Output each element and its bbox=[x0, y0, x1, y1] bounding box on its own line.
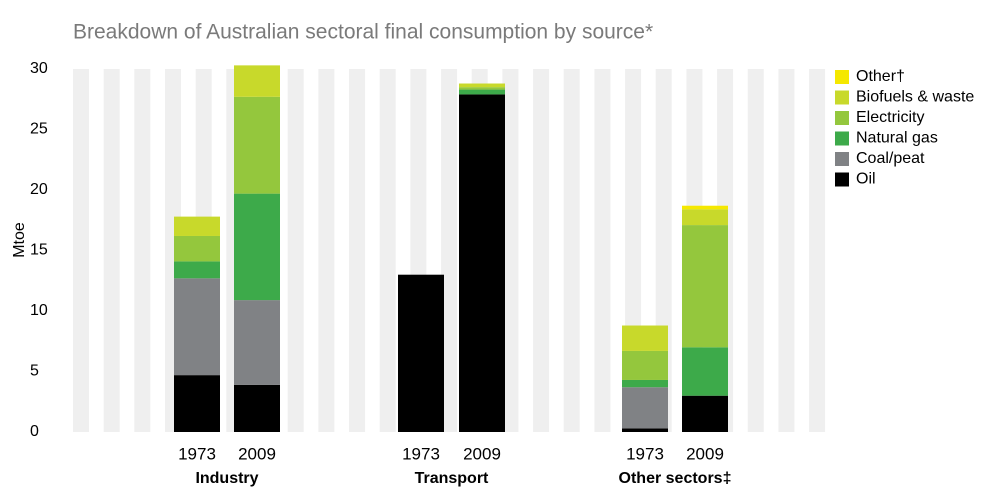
stripe bbox=[747, 69, 764, 432]
y-tick-label: 15 bbox=[30, 242, 48, 259]
bar-segment bbox=[459, 83, 505, 88]
x-tick-label: 1973 bbox=[626, 444, 664, 463]
stripe bbox=[73, 69, 89, 432]
legend-label: Electricity bbox=[856, 109, 924, 126]
legend-swatch bbox=[835, 172, 849, 187]
y-tick-label: 10 bbox=[30, 302, 48, 319]
stripe bbox=[778, 69, 795, 432]
group-label: Transport bbox=[415, 470, 489, 487]
y-tick-label: 30 bbox=[30, 60, 48, 77]
bar-segment bbox=[234, 65, 280, 97]
legend-swatch bbox=[835, 111, 849, 125]
legend-swatch bbox=[835, 131, 849, 146]
x-tick-label: 1973 bbox=[178, 444, 216, 463]
legend-label: Biofuels & waste bbox=[856, 89, 974, 106]
bar-segment bbox=[682, 205, 728, 210]
y-tick-label: 20 bbox=[30, 181, 48, 198]
legend-label: Other† bbox=[856, 68, 905, 85]
stripe bbox=[318, 69, 335, 432]
stripe bbox=[533, 69, 550, 432]
bar-segment bbox=[174, 261, 220, 279]
legend-label: Oil bbox=[856, 171, 876, 188]
x-tick-label: 2009 bbox=[463, 444, 501, 463]
stripe bbox=[594, 69, 611, 432]
bar-segment bbox=[622, 325, 668, 351]
bar-segment bbox=[459, 89, 505, 95]
legend-swatch bbox=[835, 70, 849, 84]
y-tick-label: 0 bbox=[30, 423, 39, 440]
bar-segment bbox=[174, 216, 220, 236]
y-tick-label: 25 bbox=[30, 121, 48, 138]
bar-segment bbox=[682, 225, 728, 348]
group-label: Other sectors‡ bbox=[619, 470, 732, 487]
stripe bbox=[502, 69, 519, 432]
bar-segment bbox=[459, 87, 505, 90]
bar-segment bbox=[682, 395, 728, 432]
bar-segment bbox=[234, 96, 280, 194]
bar-segment bbox=[234, 384, 280, 432]
y-tick-label: 5 bbox=[30, 363, 39, 380]
bar-segment bbox=[174, 235, 220, 262]
stripe bbox=[103, 69, 120, 432]
bar-segment bbox=[622, 387, 668, 429]
bar-segment bbox=[234, 300, 280, 385]
stripe bbox=[379, 69, 396, 432]
x-tick-label: 2009 bbox=[686, 444, 724, 463]
bar-segment bbox=[622, 379, 668, 388]
bar-segment bbox=[622, 428, 668, 432]
stripe bbox=[809, 69, 826, 432]
bar-segment bbox=[398, 274, 444, 432]
bar-segment bbox=[459, 94, 505, 432]
bar-segment bbox=[234, 193, 280, 301]
stripe bbox=[441, 69, 458, 432]
chart-title: Breakdown of Australian sectoral final c… bbox=[73, 21, 653, 44]
bar-segment bbox=[682, 209, 728, 226]
stripe bbox=[287, 69, 304, 432]
legend-swatch bbox=[835, 90, 849, 105]
group-label: Industry bbox=[195, 470, 258, 487]
stripe bbox=[349, 69, 366, 432]
bar-segment bbox=[682, 347, 728, 396]
legend-swatch bbox=[835, 152, 849, 166]
bar-segment bbox=[174, 278, 220, 376]
bar-segment bbox=[174, 375, 220, 432]
legend-label: Natural gas bbox=[856, 130, 938, 147]
x-tick-label: 1973 bbox=[402, 444, 440, 463]
bar-segment bbox=[622, 350, 668, 380]
stripe bbox=[563, 69, 580, 432]
x-tick-label: 2009 bbox=[238, 444, 276, 463]
stripe bbox=[134, 69, 151, 432]
legend-label: Coal/peat bbox=[856, 150, 925, 167]
y-axis-label: Mtoe bbox=[11, 222, 28, 258]
